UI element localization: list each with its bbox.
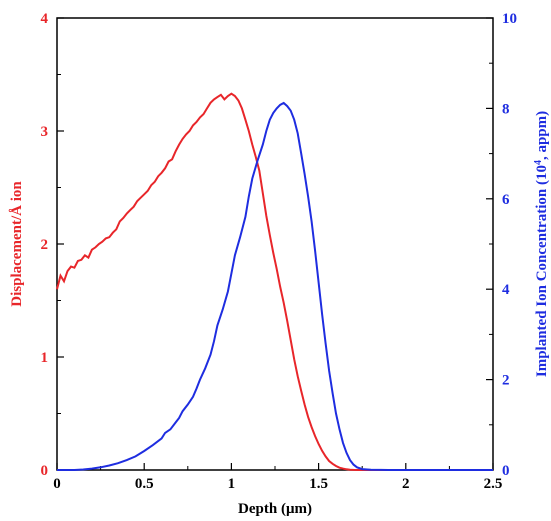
displacement-line <box>56 92 493 471</box>
x-tick-label: 1.5 <box>309 476 328 492</box>
y2-tick-label: 2 <box>502 373 510 389</box>
x-tick-label: 0 <box>53 476 61 492</box>
implanted-ion-line <box>57 101 493 471</box>
y2-tick-label: 8 <box>502 101 510 117</box>
x-tick-label: 2.5 <box>484 476 503 492</box>
y-axis-right-title: Implanted Ion Concentration (104, appm) <box>533 111 551 377</box>
y-tick-label: 3 <box>41 124 49 140</box>
x-tick-label: 2 <box>402 476 410 492</box>
y-tick-label: 1 <box>41 350 49 366</box>
y-tick-label: 4 <box>41 11 49 27</box>
x-tick-label: 1 <box>228 476 236 492</box>
y2-tick-label: 4 <box>502 282 510 298</box>
y-axis-right-title-part-1: Implanted Ion Concentration (10 <box>534 165 550 377</box>
plot-frame <box>56 17 494 471</box>
y-axis-left: 0 1 2 3 4 <box>41 11 64 479</box>
y-axis-right: 0 2 4 6 8 10 <box>486 11 517 479</box>
plot-area: 0 0.5 1 1.5 2 2.5 0 1 2 3 4 0 2 4 6 8 10 <box>41 11 518 492</box>
y-tick-label: 2 <box>41 237 49 253</box>
y2-tick-label: 6 <box>502 192 510 208</box>
y-tick-label: 0 <box>41 463 49 479</box>
y-axis-left-title: Displacement/Å ion <box>9 181 25 307</box>
y-axis-right-title-part-2: , appm) <box>534 111 550 160</box>
x-axis-title: Depth (μm) <box>238 501 312 517</box>
y-axis-right-title-superscript: 4 <box>533 160 544 165</box>
x-axis: 0 0.5 1 1.5 2 2.5 <box>53 463 502 492</box>
y2-tick-label: 10 <box>502 11 517 27</box>
y2-tick-label: 0 <box>502 463 510 479</box>
x-tick-label: 0.5 <box>135 476 154 492</box>
